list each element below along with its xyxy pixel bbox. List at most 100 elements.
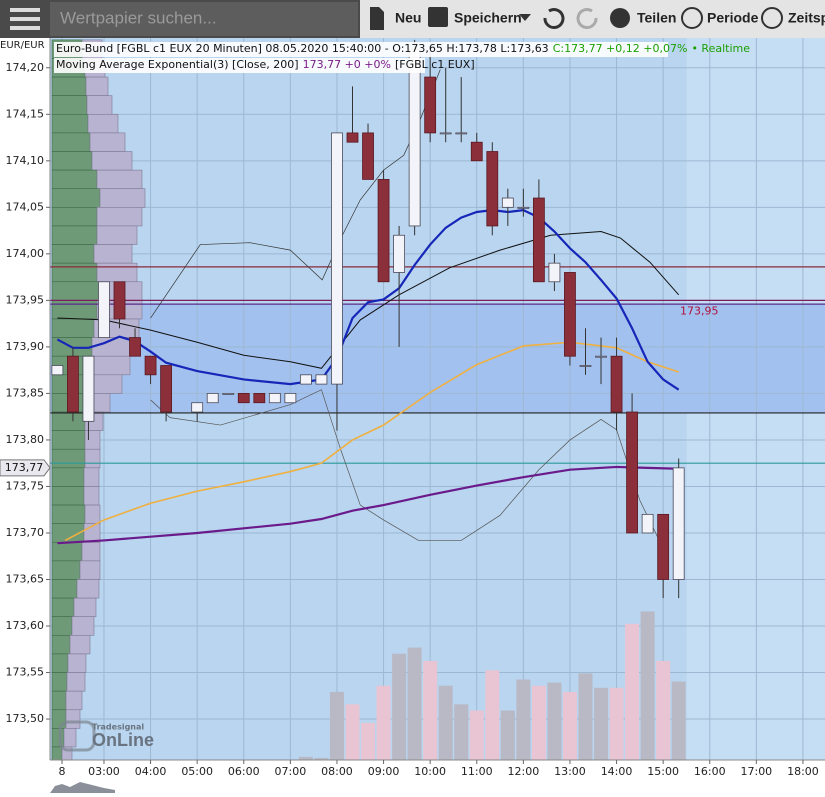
candle-body <box>672 467 685 580</box>
candle-body <box>657 513 670 580</box>
candle-body <box>315 374 328 385</box>
volume-profile-bar <box>51 169 98 190</box>
volume-profile-bar <box>87 113 119 134</box>
header-part: Euro-Bund [FGBL c1 EUX 20 Minuten] 08.05… <box>56 42 549 55</box>
volume-profile-bar <box>51 653 69 673</box>
volume-profile-bar <box>69 635 91 655</box>
save-icon <box>428 7 448 27</box>
share-icon <box>610 8 630 28</box>
indicator-line <box>150 389 660 541</box>
candle-body <box>51 365 64 376</box>
volume-bar <box>361 722 376 760</box>
candle-body <box>67 355 79 413</box>
x-tick-label: 04:00 <box>135 765 167 778</box>
header-text: Euro-Bund [FGBL c1 EUX 20 Minuten] 08.05… <box>56 42 750 55</box>
x-tick-label: 16:00 <box>694 765 726 778</box>
volume-profile-bar <box>51 486 85 506</box>
candle-body <box>439 132 452 135</box>
y-tick-label: 174,10 <box>6 154 45 167</box>
volume-profile-bar <box>61 746 73 760</box>
volume-profile-bar <box>51 541 83 562</box>
indicator-line <box>56 208 680 391</box>
volume-profile-bar <box>67 653 87 673</box>
undo-icon[interactable] <box>543 8 565 29</box>
volume-profile-bar <box>51 225 98 245</box>
price-annotation: 173,95 <box>680 304 719 317</box>
volume-bar <box>671 681 686 760</box>
indicator-line <box>57 231 680 369</box>
x-tick-label: 09:00 <box>368 765 400 778</box>
volume-profile-bar <box>51 597 75 618</box>
header-text: Moving Average Exponential(3) [Close, 20… <box>56 58 475 71</box>
volume-profile-bar <box>96 225 138 245</box>
x-tick-label: 14:00 <box>601 765 633 778</box>
candle-body <box>129 337 141 357</box>
volume-bar <box>485 670 500 760</box>
redo-icon[interactable] <box>576 8 598 29</box>
volume-bar <box>454 704 469 760</box>
menu-button[interactable] <box>10 8 40 30</box>
volume-profile-bar <box>96 262 138 283</box>
volume-profile-bar <box>91 151 133 171</box>
last-price-label: 173,77 <box>5 461 44 474</box>
candle-body <box>641 513 654 534</box>
navigator <box>50 782 115 793</box>
y-tick-label: 173,65 <box>6 573 45 586</box>
candle-body <box>268 393 281 404</box>
candle-body <box>532 197 545 283</box>
candle-body <box>299 374 312 385</box>
volume-profile-bar <box>63 728 77 748</box>
volume-profile-bar <box>86 95 113 115</box>
volume-bar <box>329 691 344 760</box>
candle-body <box>564 272 576 357</box>
candle-body <box>470 141 483 162</box>
volume-profile-bar <box>51 690 67 711</box>
volume-profile-bar <box>71 616 95 636</box>
volume-profile-bar <box>99 188 146 208</box>
header-part: C:173,77 +0,12 +0,07% <box>553 42 688 55</box>
menu-bar <box>10 26 40 30</box>
volume-profile-bar <box>51 616 73 636</box>
volume-profile-bar <box>51 262 98 283</box>
header-part: • Realtime <box>691 42 750 55</box>
indicator-line <box>64 341 679 542</box>
toolbar-button[interactable]: Periode <box>707 10 759 26</box>
volume-bar <box>314 757 329 760</box>
search-box[interactable] <box>50 2 358 36</box>
volume-bar <box>547 682 562 760</box>
y-tick-label: 173,55 <box>6 666 45 679</box>
volume-profile-bar <box>51 709 67 729</box>
toolbar-button[interactable]: Zeitsp <box>788 10 825 26</box>
candle-body <box>517 206 530 209</box>
candle-body <box>548 262 561 283</box>
candle-body <box>98 281 110 338</box>
logo-big: OnLine <box>92 730 154 750</box>
volume-bar <box>516 679 531 760</box>
x-tick-label: 03:00 <box>88 765 120 778</box>
candle-body <box>82 355 95 422</box>
y-axis-unit: EUR/EUR <box>0 40 45 51</box>
toolbar-button[interactable]: Neu <box>395 10 421 26</box>
toolbar-button[interactable]: Speichern <box>454 10 522 26</box>
volume-profile-bar <box>51 300 98 320</box>
volume-profile-bar <box>51 635 71 655</box>
toolbar-button[interactable]: Teilen <box>637 10 676 26</box>
x-tick-label: 8 <box>59 765 66 778</box>
y-tick-label: 173,75 <box>6 479 45 492</box>
volume-profile-bar <box>65 709 81 729</box>
y-tick-label: 173,70 <box>6 526 45 539</box>
candle-body <box>501 197 514 208</box>
volume-bar <box>531 685 546 760</box>
volume-profile-bar <box>84 430 101 450</box>
y-axis-panel <box>0 38 50 760</box>
candle-body <box>362 132 374 180</box>
volume-profile-bar <box>96 169 143 190</box>
volume-profile-bar <box>51 76 87 96</box>
x-tick-label: 18:00 <box>787 765 819 778</box>
volume-profile-bar <box>93 244 133 264</box>
dropdown-icon[interactable] <box>519 14 531 21</box>
header-part: Moving Average Exponential(3) [Close, 20… <box>56 58 299 71</box>
volume-profile-bar <box>51 728 65 748</box>
candle-body <box>346 132 359 143</box>
x-tick-label: 05:00 <box>181 765 213 778</box>
